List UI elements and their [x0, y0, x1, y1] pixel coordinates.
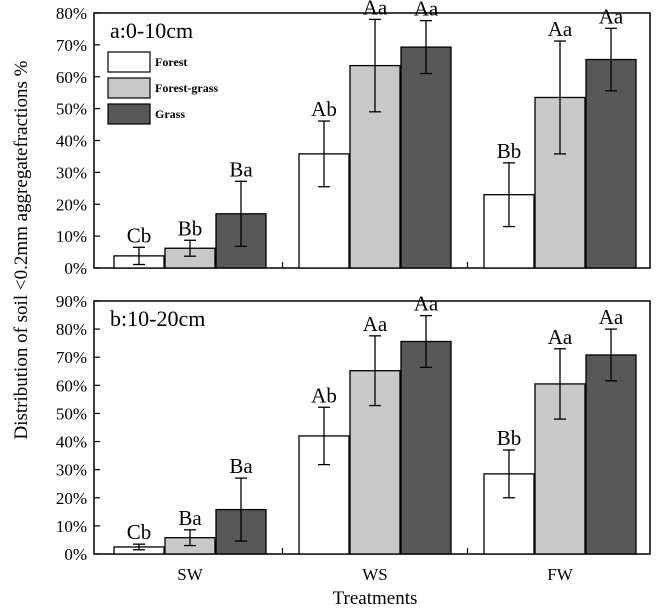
bar-grass-ws — [400, 340, 452, 555]
legend-swatch-forest — [107, 51, 151, 73]
significance-label: Aa — [548, 17, 573, 41]
legend-label-forest-grass: Forest-grass — [155, 81, 218, 95]
legend-label-forest: Forest — [155, 55, 187, 69]
significance-label: Aa — [414, 0, 439, 21]
x-tick-label: SW — [177, 565, 203, 584]
significance-label: Ab — [311, 383, 337, 407]
y-tick-label: 70% — [56, 36, 87, 55]
significance-label: Ba — [229, 454, 253, 478]
significance-label: Aa — [414, 292, 439, 316]
y-tick-label: 90% — [56, 292, 87, 311]
legend-swatch-grass — [107, 103, 151, 125]
significance-label: Bb — [178, 216, 203, 240]
significance-label: Bb — [497, 139, 522, 163]
y-tick-label: 20% — [56, 195, 87, 214]
significance-label: Bb — [497, 426, 522, 450]
y-tick-label: 80% — [56, 320, 87, 339]
significance-label: Aa — [599, 4, 624, 28]
y-tick-label: 10% — [56, 227, 87, 246]
y-tick-label: 50% — [56, 404, 87, 423]
panel-1: 0% 10% 20% 30% 40% 50% 60% 70% 80% 90% b:10-20cm Cb… — [56, 292, 651, 584]
y-tick-label: 60% — [56, 376, 87, 395]
y-tick-label: 0% — [64, 259, 87, 278]
legend-label-grass: Grass — [155, 107, 185, 121]
y-tick-label: 60% — [56, 68, 87, 87]
x-axis-title: Treatments — [333, 588, 418, 609]
y-tick-label: 40% — [56, 132, 87, 151]
significance-label: Ba — [229, 157, 253, 181]
y-tick-label: 70% — [56, 348, 87, 367]
significance-label: Aa — [548, 325, 573, 349]
significance-label: Aa — [363, 312, 388, 336]
significance-label: Cb — [127, 223, 152, 247]
y-tick-label: 30% — [56, 163, 87, 182]
y-tick-label: 30% — [56, 461, 87, 480]
panel-title: a:0-10cm — [110, 18, 193, 43]
bar-grass-fw — [585, 354, 637, 555]
significance-label: Cb — [127, 520, 152, 544]
y-tick-label: 80% — [56, 4, 87, 23]
x-tick-label: WS — [362, 565, 388, 584]
significance-label: Aa — [363, 0, 388, 19]
significance-label: Ba — [178, 506, 202, 530]
bar-grass-ws — [400, 46, 452, 269]
bar-grass-fw — [585, 58, 637, 269]
legend: Forest Forest-grass Grass — [107, 51, 218, 125]
y-tick-label: 10% — [56, 517, 87, 536]
y-tick-label: 40% — [56, 433, 87, 452]
significance-label: Aa — [599, 305, 624, 329]
panel-0: 0% 10% 20% 30% 40% 50% 60% 70% 80% a:0-10cm Cb Ab Bb… — [56, 0, 651, 278]
panels-layer: 0% 10% 20% 30% 40% 50% 60% 70% 80% a:0-10cm Cb Ab Bb… — [56, 0, 651, 584]
legend-swatch-forest-grass — [107, 77, 151, 99]
panel-title: b:10-20cm — [110, 306, 205, 331]
y-tick-label: 50% — [56, 100, 87, 119]
x-tick-label: FW — [547, 565, 573, 584]
y-tick-label: 0% — [64, 545, 87, 564]
y-axis-title: Distribution of soil <0.2mm aggregatefra… — [11, 60, 32, 439]
significance-label: Ab — [311, 97, 337, 121]
y-tick-label: 20% — [56, 489, 87, 508]
